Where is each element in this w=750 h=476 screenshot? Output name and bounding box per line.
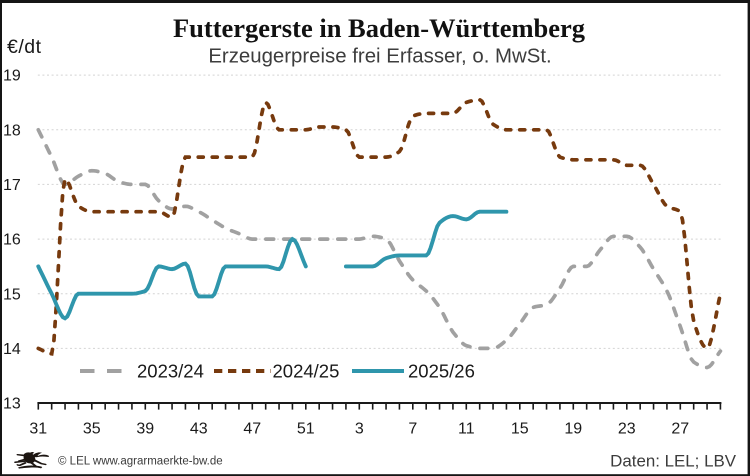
svg-text:Daten: LEL; LBV: Daten: LEL; LBV xyxy=(610,452,737,471)
svg-text:2023/24: 2023/24 xyxy=(137,361,204,382)
svg-text:47: 47 xyxy=(243,421,261,438)
svg-text:51: 51 xyxy=(297,421,315,438)
svg-text:15: 15 xyxy=(3,286,21,303)
svg-text:23: 23 xyxy=(618,421,636,438)
svg-text:7: 7 xyxy=(408,421,417,438)
svg-text:27: 27 xyxy=(671,421,689,438)
svg-text:13: 13 xyxy=(3,396,21,413)
svg-text:Futtergerste in Baden-Württemb: Futtergerste in Baden-Württemberg xyxy=(173,13,585,43)
svg-text:17: 17 xyxy=(3,177,21,194)
svg-text:2025/26: 2025/26 xyxy=(408,361,475,382)
svg-text:© LEL www.agrarmaerkte-bw.de: © LEL www.agrarmaerkte-bw.de xyxy=(58,456,223,468)
svg-text:15: 15 xyxy=(511,421,529,438)
svg-text:43: 43 xyxy=(190,421,208,438)
svg-text:18: 18 xyxy=(3,122,21,139)
svg-text:19: 19 xyxy=(3,68,21,85)
svg-text:2024/25: 2024/25 xyxy=(273,361,340,382)
svg-text:3: 3 xyxy=(355,421,364,438)
svg-text:Erzeugerpreise frei Erfasser,: Erzeugerpreise frei Erfasser, o. MwSt. xyxy=(208,46,551,68)
svg-text:16: 16 xyxy=(3,232,21,249)
svg-text:11: 11 xyxy=(458,421,475,438)
svg-text:19: 19 xyxy=(564,421,582,438)
svg-text:35: 35 xyxy=(83,421,101,438)
svg-text:31: 31 xyxy=(29,421,47,438)
svg-text:14: 14 xyxy=(3,341,21,358)
svg-text:€/dt: €/dt xyxy=(7,36,42,58)
svg-text:39: 39 xyxy=(136,421,154,438)
